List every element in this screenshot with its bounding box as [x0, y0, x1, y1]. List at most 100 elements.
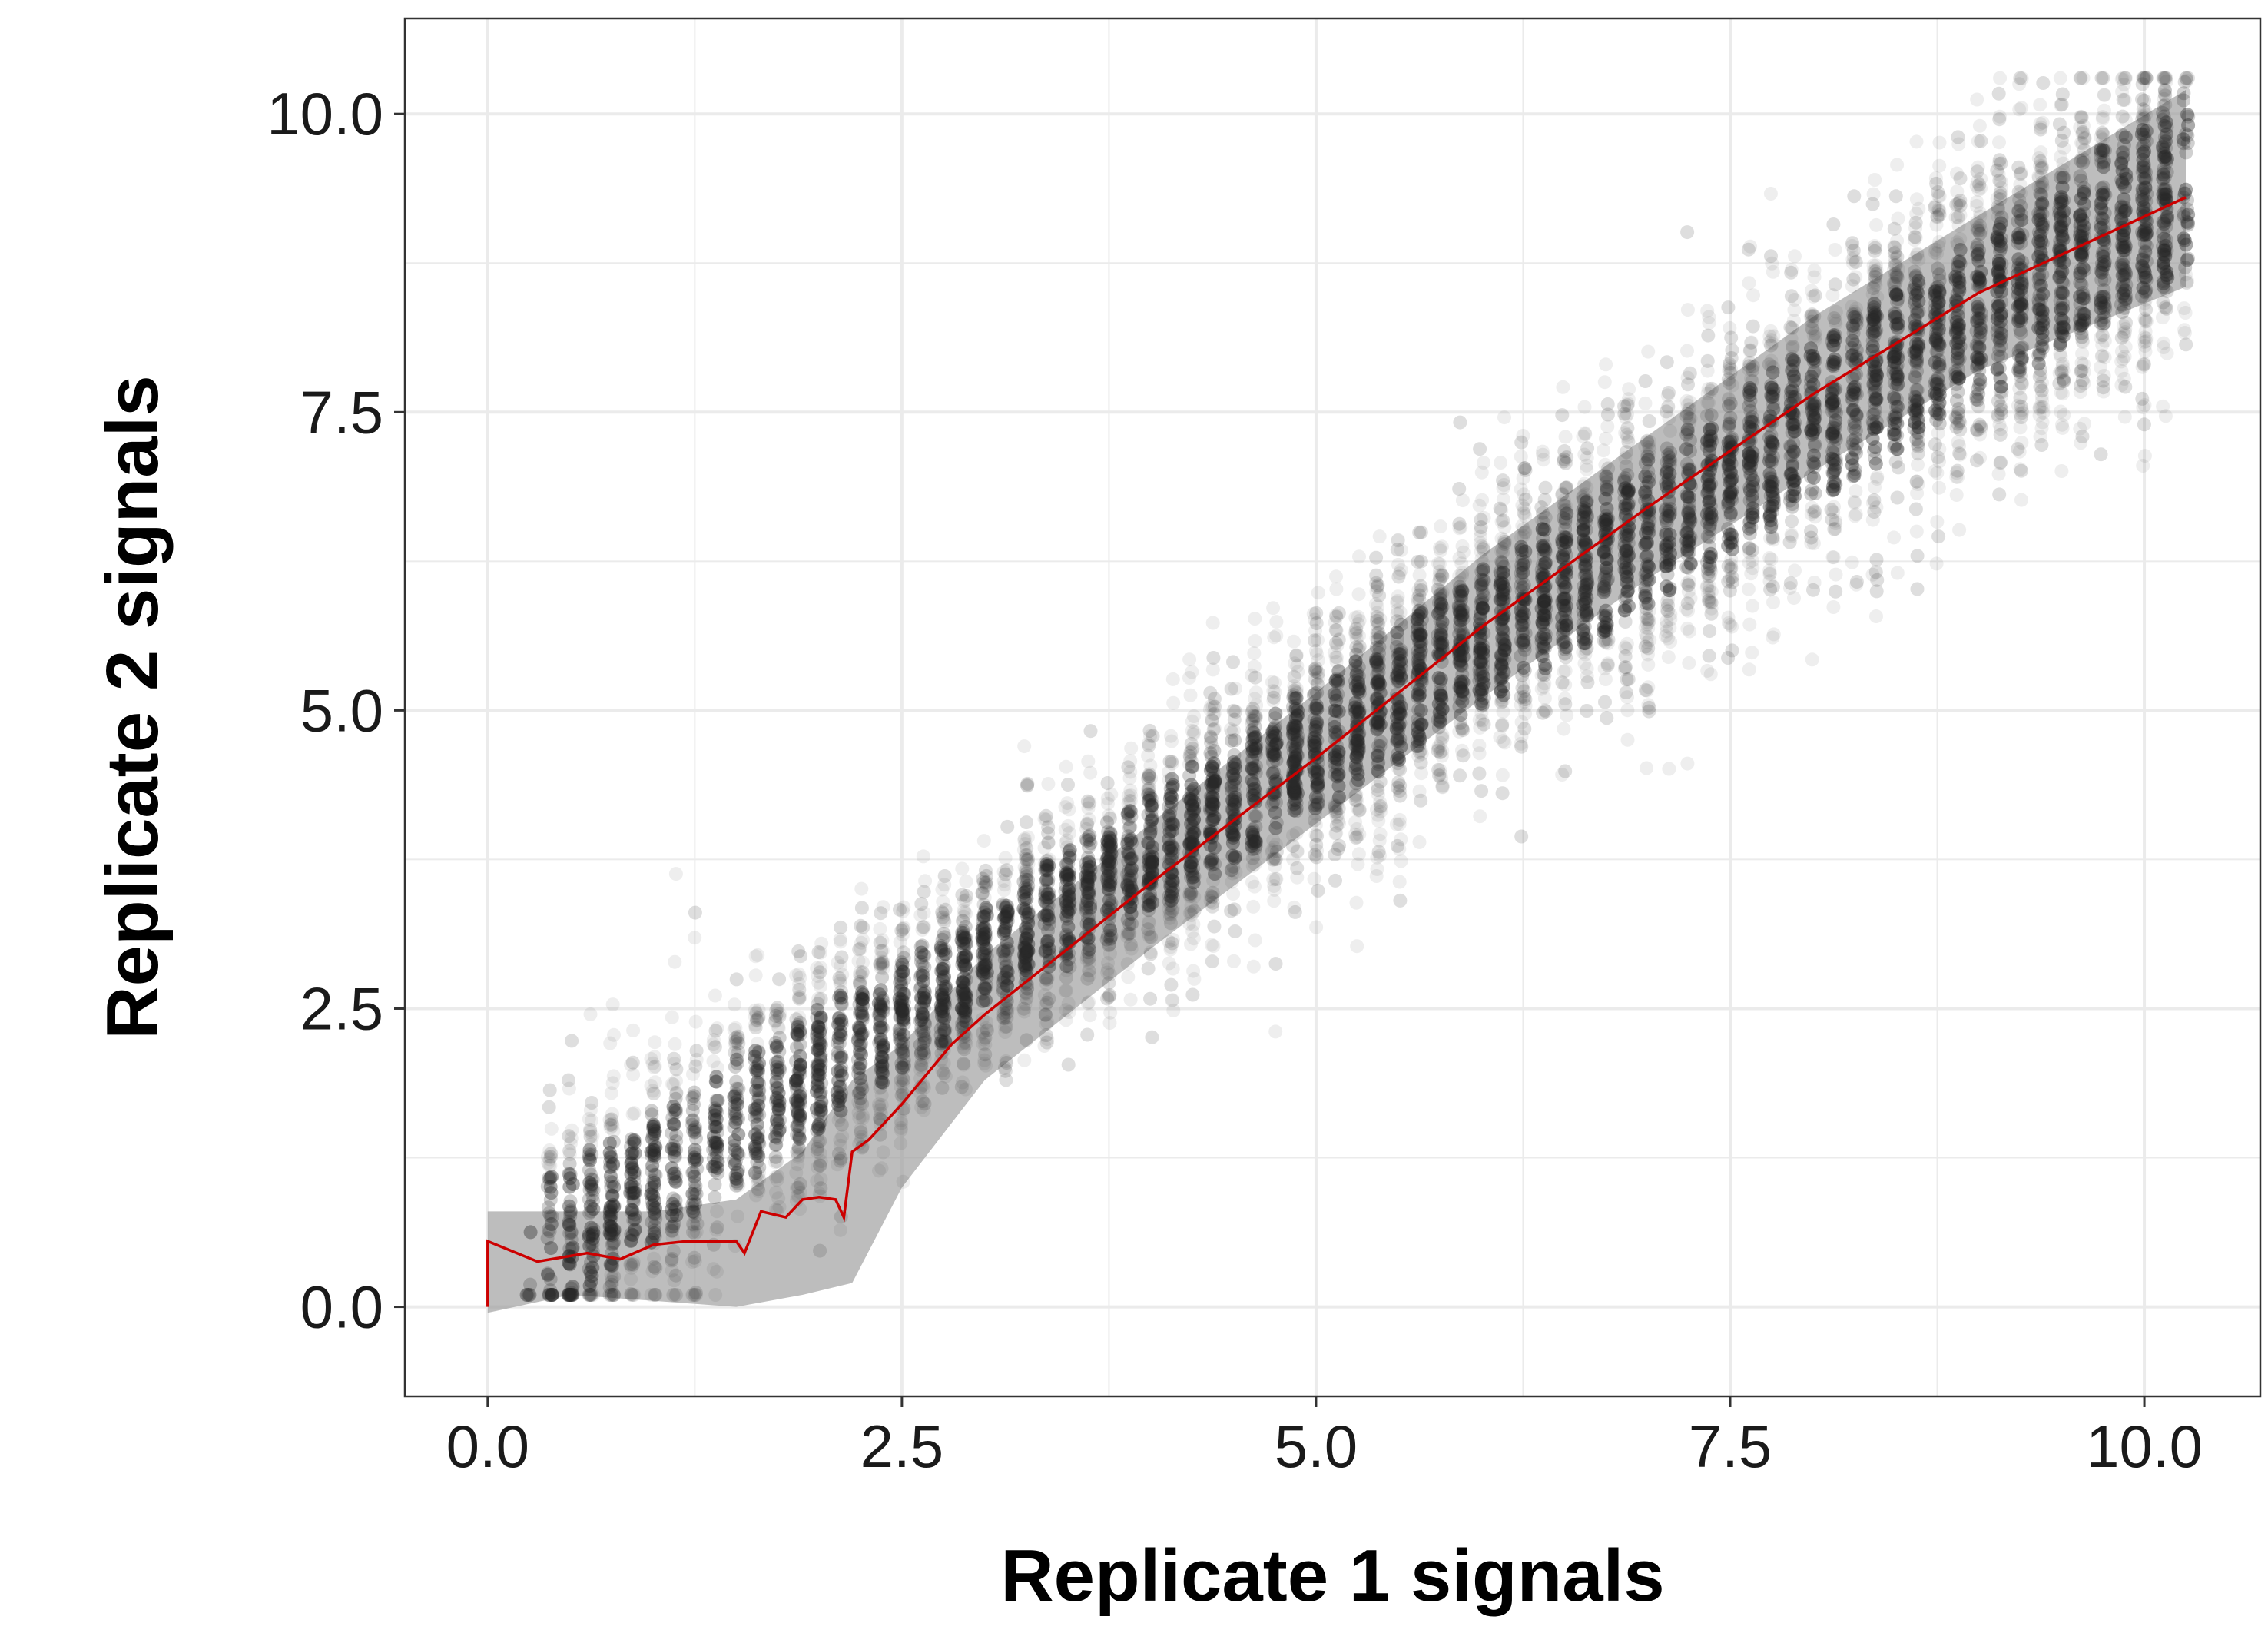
scatter-point — [2032, 278, 2047, 293]
scatter-point — [1701, 513, 1716, 527]
scatter-point — [1724, 362, 1739, 377]
scatter-point — [669, 1288, 684, 1302]
scatter-point — [708, 1288, 723, 1302]
scatter-point — [1908, 321, 1922, 336]
scatter-point — [1268, 719, 1283, 734]
scatter-point — [1580, 450, 1594, 465]
scatter-point — [1435, 732, 1450, 745]
scatter-point — [1411, 657, 1426, 672]
scatter-point — [937, 971, 951, 985]
scatter-point — [1162, 894, 1176, 908]
scatter-point — [1785, 381, 1799, 396]
scatter-point — [1703, 432, 1718, 446]
scatter-point — [937, 1009, 951, 1024]
scatter-point — [1700, 433, 1715, 447]
scatter-point — [751, 1009, 766, 1024]
scatter-point — [1493, 578, 1507, 592]
scatter-point — [1537, 691, 1552, 705]
scatter-point — [1203, 855, 1217, 870]
scatter-point — [875, 1021, 890, 1035]
scatter-point — [2117, 138, 2131, 152]
scatter-point — [1145, 855, 1159, 869]
scatter-point — [2033, 347, 2048, 362]
scatter-point — [1828, 243, 1842, 257]
scatter-point — [1391, 602, 1405, 617]
scatter-point — [957, 936, 972, 951]
scatter-point — [1578, 506, 1593, 520]
scatter-point — [1890, 566, 1905, 580]
scatter-point — [1331, 673, 1345, 688]
scatter-point — [748, 968, 763, 983]
scatter-point — [605, 997, 620, 1012]
scatter-point — [1949, 470, 1964, 484]
scatter-point — [1868, 173, 1882, 187]
scatter-point — [1763, 471, 1778, 486]
scatter-point — [895, 994, 910, 1008]
scatter-point — [1080, 869, 1095, 884]
scatter-point — [1123, 992, 1138, 1007]
scatter-point — [1081, 945, 1096, 960]
scatter-point — [2096, 132, 2110, 147]
scatter-point — [1846, 307, 1861, 320]
scatter-point — [1245, 732, 1260, 747]
scatter-point — [2157, 71, 2172, 85]
scatter-point — [2159, 134, 2173, 149]
scatter-point — [1328, 608, 1343, 622]
scatter-point — [1971, 183, 1986, 197]
scatter-point — [728, 997, 741, 1012]
scatter-point — [1412, 568, 1427, 583]
scatter-point — [729, 1178, 744, 1193]
scatter-point — [1537, 493, 1552, 507]
scatter-point — [1746, 288, 1760, 303]
scatter-point — [1473, 597, 1487, 612]
scatter-point — [1058, 800, 1073, 815]
scatter-point — [1083, 765, 1098, 780]
scatter-point — [2032, 288, 2047, 303]
scatter-point — [2094, 313, 2109, 327]
scatter-point — [582, 1163, 596, 1177]
scatter-point — [1931, 480, 1946, 495]
scatter-point — [2056, 297, 2070, 311]
scatter-point — [1267, 894, 1282, 908]
scatter-point — [1930, 466, 1945, 480]
scatter-point — [1888, 285, 1902, 299]
scatter-point — [1041, 872, 1056, 887]
scatter-point — [544, 1121, 559, 1136]
scatter-point — [915, 1010, 930, 1024]
scatter-point — [1890, 367, 1905, 382]
scatter-point — [2013, 323, 2028, 337]
scatter-point — [1766, 595, 1780, 609]
scatter-point — [1722, 487, 1736, 502]
scatter-point — [914, 908, 928, 922]
scatter-point — [1497, 410, 1511, 425]
scatter-point — [792, 1114, 807, 1128]
scatter-point — [1619, 543, 1633, 557]
scatter-point — [1477, 540, 1491, 555]
scatter-point — [1392, 875, 1407, 889]
scatter-point — [1849, 431, 1863, 446]
scatter-point — [914, 1060, 929, 1074]
scatter-point — [1868, 363, 1882, 377]
scatter-point — [1329, 569, 1343, 584]
scatter-point — [2012, 102, 2027, 117]
scatter-point — [1764, 353, 1779, 368]
scatter-point — [1867, 379, 1882, 393]
scatter-point — [1120, 912, 1135, 927]
scatter-point — [1494, 456, 1508, 470]
scatter-point — [2054, 364, 2068, 378]
scatter-point — [542, 1158, 556, 1173]
scatter-point — [1373, 612, 1388, 626]
scatter-point — [852, 1045, 867, 1060]
scatter-point — [2094, 139, 2109, 154]
scatter-point — [1724, 557, 1739, 572]
scatter-point — [1600, 482, 1614, 496]
scatter-point — [1558, 614, 1573, 629]
scatter-point — [872, 1163, 886, 1178]
scatter-point — [666, 1139, 681, 1153]
scatter-point — [1103, 827, 1118, 841]
scatter-point — [1328, 725, 1343, 739]
scatter-point — [2094, 290, 2108, 304]
scatter-point — [892, 1022, 907, 1037]
scatter-point — [1079, 832, 1093, 847]
scatter-point — [1742, 662, 1756, 677]
